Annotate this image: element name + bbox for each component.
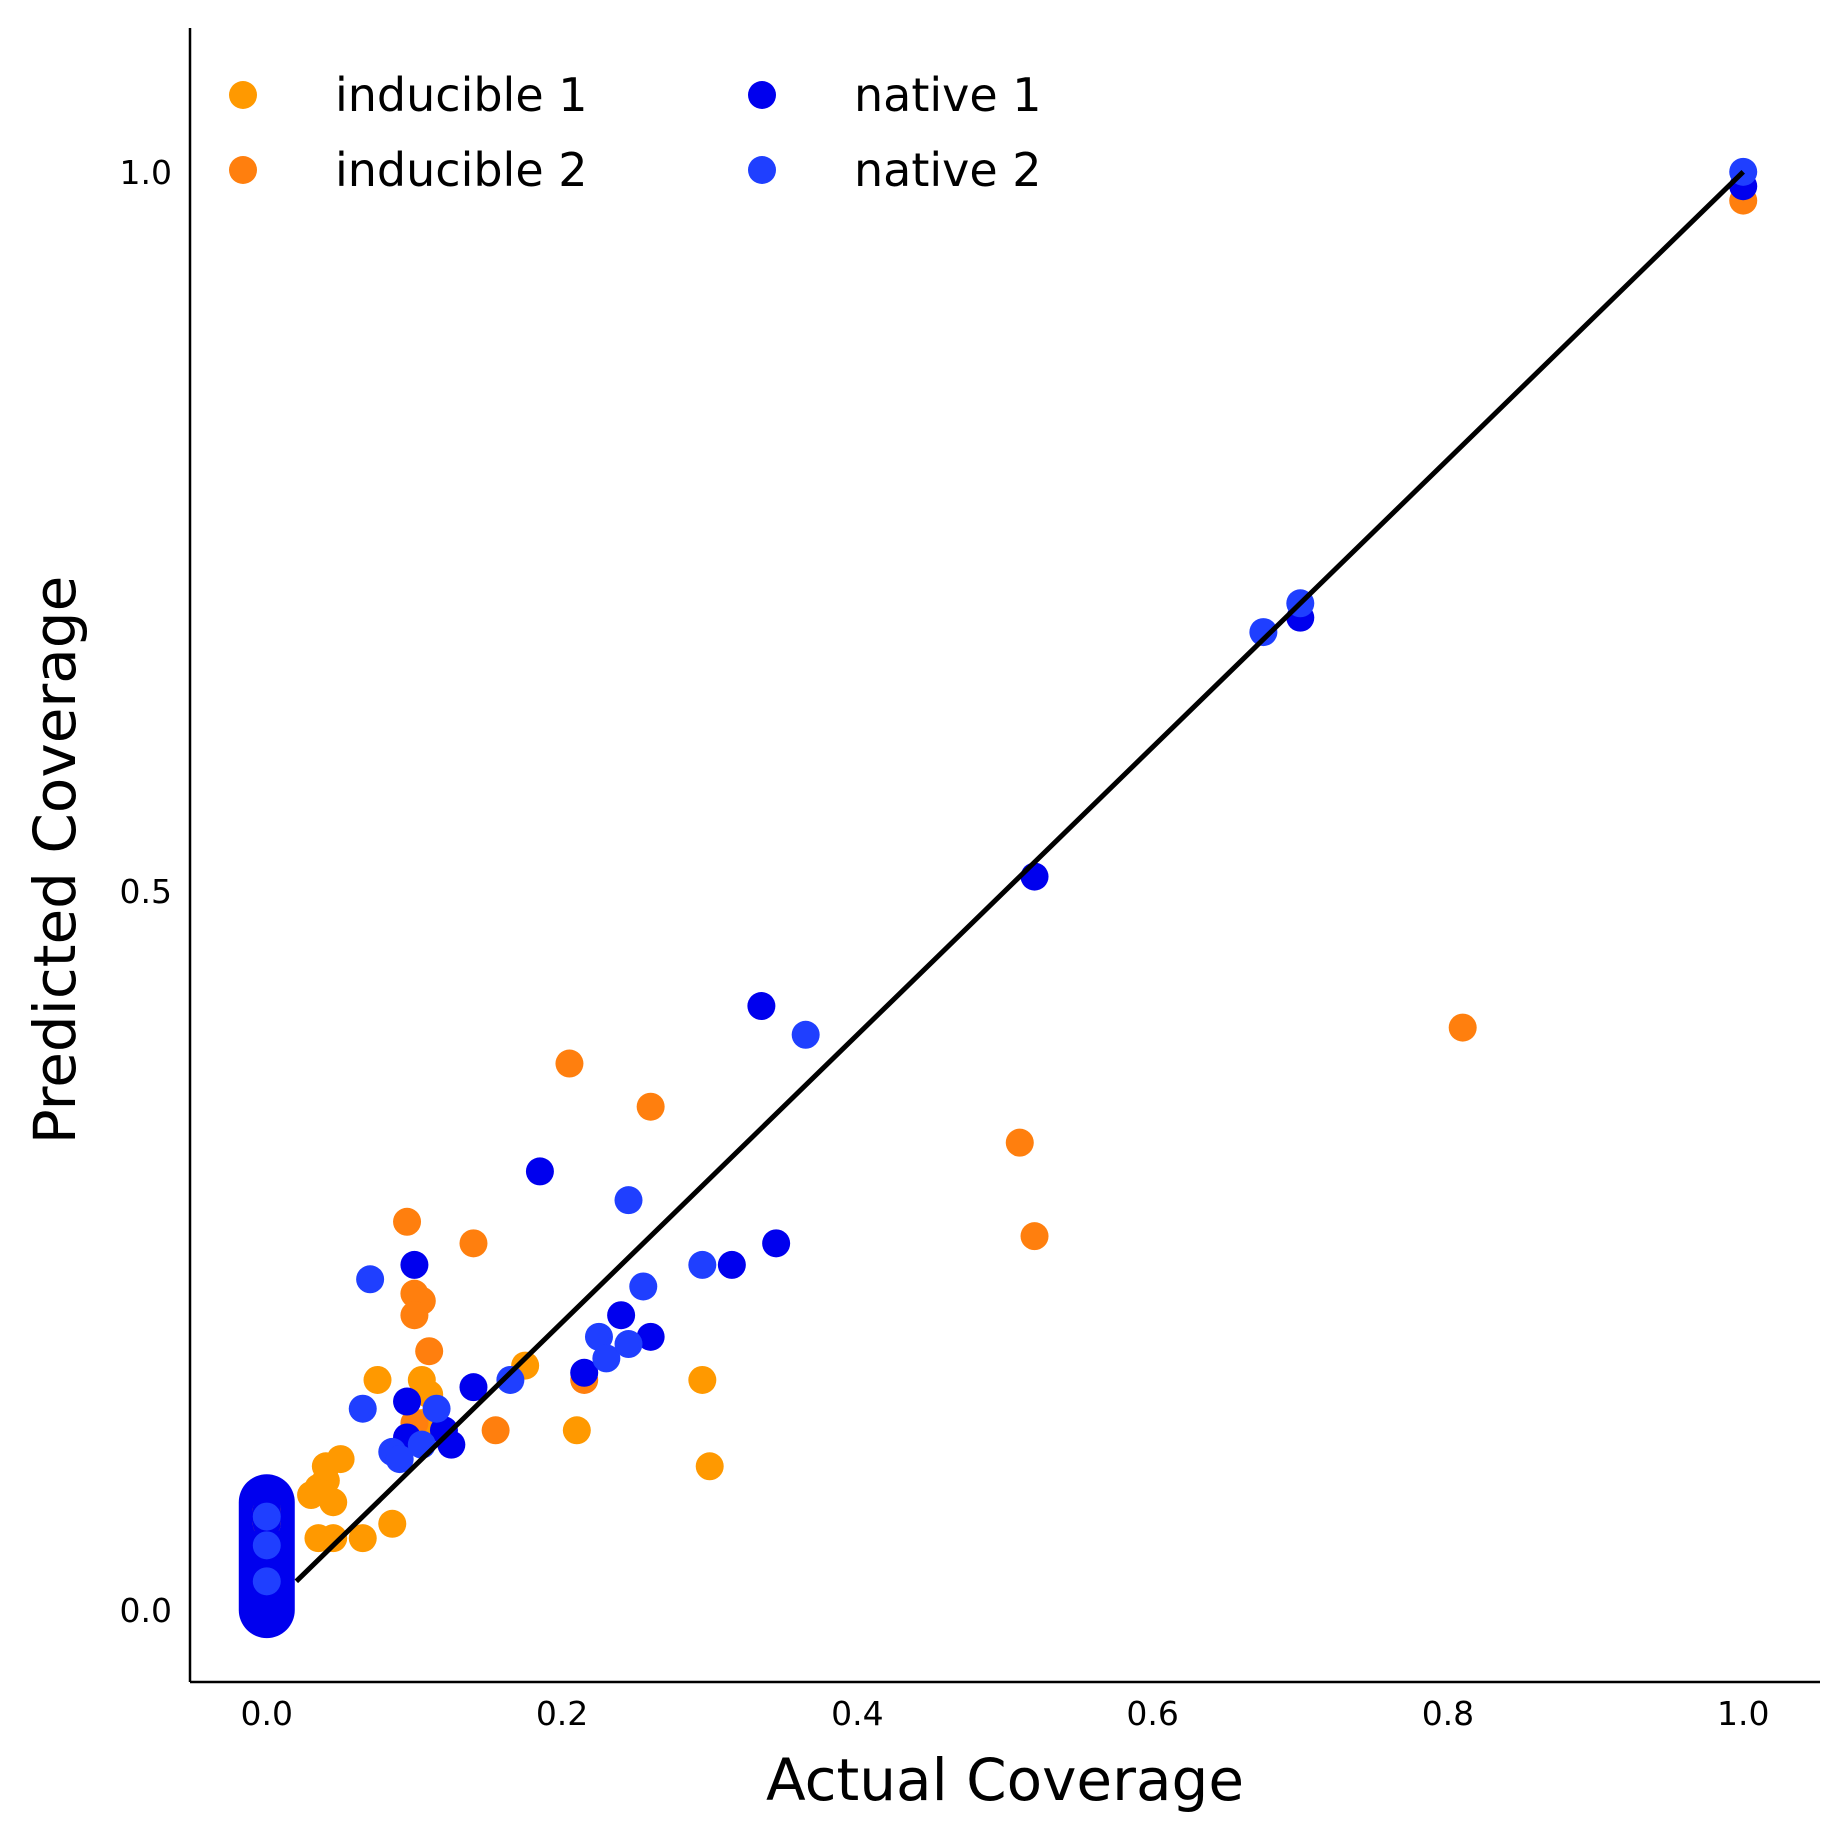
data-point: [348, 1524, 377, 1553]
y-tick-label: 1.0: [120, 153, 172, 192]
reference-line-layer: [294, 170, 1745, 1584]
legend-marker: [748, 156, 776, 184]
data-point: [636, 1092, 665, 1121]
data-point: [459, 1229, 488, 1258]
legend-label: inducible 2: [335, 143, 588, 197]
data-point: [393, 1387, 422, 1416]
x-tick-label: 1.0: [1717, 1694, 1769, 1733]
x-tick-label: 0.6: [1126, 1694, 1178, 1733]
data-point: [356, 1265, 385, 1294]
data-point: [688, 1250, 717, 1279]
data-point: [688, 1365, 717, 1394]
data-point: [1249, 618, 1278, 647]
data-point: [629, 1272, 658, 1301]
data-point: [252, 1531, 281, 1560]
data-point: [584, 1322, 613, 1351]
data-point: [385, 1445, 414, 1474]
data-point: [555, 1049, 584, 1078]
legend: inducible 1 inducible 2 native 1 native 2: [229, 68, 1042, 197]
data-point: [614, 1186, 643, 1215]
y-axis-title: Predicted Coverage: [21, 576, 89, 1145]
data-point: [378, 1509, 407, 1538]
data-point: [496, 1365, 525, 1394]
legend-label: inducible 1: [335, 68, 588, 122]
x-axis-title: Actual Coverage: [766, 1746, 1244, 1814]
legend-label: native 2: [854, 143, 1042, 197]
points-layer: [252, 157, 1758, 1625]
x-tick-label: 0.4: [831, 1694, 883, 1733]
data-point: [592, 1344, 621, 1373]
data-point: [562, 1416, 591, 1445]
legend-label: native 1: [854, 68, 1042, 122]
data-point: [762, 1229, 791, 1258]
legend-marker: [229, 156, 257, 184]
data-point: [252, 1567, 281, 1596]
data-point: [1020, 862, 1049, 891]
data-point: [400, 1301, 429, 1330]
data-point: [400, 1250, 429, 1279]
data-point: [1020, 1222, 1049, 1251]
x-tick-label: 0.0: [241, 1694, 293, 1733]
data-point: [252, 1502, 281, 1531]
y-ticks: 0.0 0.5 1.0: [120, 153, 172, 1630]
data-point: [717, 1250, 746, 1279]
data-point: [747, 992, 776, 1021]
data-point: [326, 1445, 355, 1474]
data-point: [437, 1430, 466, 1459]
data-point: [422, 1394, 451, 1423]
data-point: [319, 1488, 348, 1517]
legend-marker: [748, 81, 776, 109]
data-point: [695, 1452, 724, 1481]
data-point: [348, 1394, 377, 1423]
data-point: [525, 1157, 554, 1186]
legend-marker: [229, 81, 257, 109]
data-point: [415, 1337, 444, 1366]
data-point: [363, 1365, 392, 1394]
series-inducible-2: [393, 186, 1758, 1445]
data-point: [570, 1358, 599, 1387]
data-point: [319, 1524, 348, 1553]
x-tick-label: 0.2: [536, 1694, 588, 1733]
data-point: [607, 1301, 636, 1330]
data-point: [459, 1373, 488, 1402]
data-point: [791, 1020, 820, 1049]
x-ticks: 0.0 0.2 0.4 0.6 0.8 1.0: [241, 1694, 1770, 1733]
x-tick-label: 0.8: [1422, 1694, 1474, 1733]
reference-line: [294, 170, 1745, 1584]
data-point: [1005, 1128, 1034, 1157]
data-point: [393, 1207, 422, 1236]
y-tick-label: 0.5: [120, 872, 172, 911]
data-point: [1448, 1013, 1477, 1042]
data-point: [481, 1416, 510, 1445]
series-inducible-1: [252, 1351, 724, 1553]
data-point: [636, 1322, 665, 1351]
data-point: [614, 1330, 643, 1359]
y-tick-label: 0.0: [120, 1591, 172, 1630]
